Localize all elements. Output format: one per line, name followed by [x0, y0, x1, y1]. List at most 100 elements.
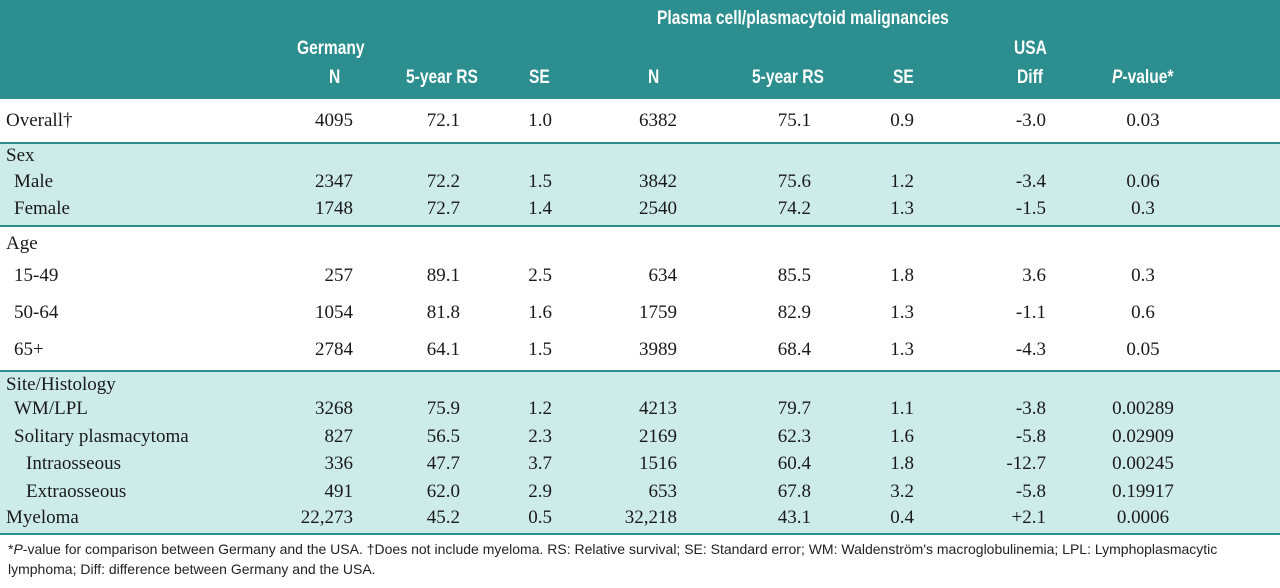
row-label: 15-49	[14, 265, 59, 286]
table-cell: 1748	[315, 198, 353, 219]
table-cell: 81.8	[426, 302, 460, 323]
table-cell: 74.2	[777, 198, 811, 219]
table-cell: 1.2	[890, 171, 914, 192]
table-cell: 64.1	[426, 339, 460, 360]
table-cell: 827	[324, 426, 354, 447]
rule-age-bottom	[0, 370, 1280, 372]
table-cell: 2.9	[528, 481, 552, 502]
table-cell: 1.3	[890, 302, 914, 323]
table-cell: 1.5	[528, 339, 552, 360]
germany-header: Germany	[297, 38, 365, 59]
table-cell: 0.9	[890, 110, 914, 131]
footnote-text: -value for comparison between Germany an…	[8, 541, 1218, 577]
row-label: 50-64	[14, 302, 59, 323]
footnote: *P-value for comparison between Germany …	[8, 539, 1272, 579]
table-cell: 22,273	[300, 507, 353, 528]
table-cell: 0.3	[1131, 198, 1155, 219]
table-cell: 2540	[639, 198, 677, 219]
row-label: Intraosseous	[26, 453, 121, 474]
table-cell: 6382	[639, 110, 677, 131]
table-cell: 0.0006	[1116, 507, 1170, 528]
table-cell: 62.0	[426, 481, 460, 502]
table-cell: 2.3	[528, 426, 552, 447]
table-cell: 32,218	[624, 507, 677, 528]
table-cell: 1.5	[528, 171, 552, 192]
rule-table-bottom	[0, 533, 1280, 535]
table-cell: 2347	[315, 171, 353, 192]
table-cell: 0.03	[1126, 110, 1160, 131]
rule-sex-bottom	[0, 225, 1280, 227]
table-cell: 3989	[639, 339, 677, 360]
table-cell: 60.4	[777, 453, 811, 474]
row-label: Age	[6, 233, 38, 254]
table-cell: 68.4	[777, 339, 811, 360]
table-cell: 85.5	[777, 265, 811, 286]
table-cell: 0.02909	[1112, 426, 1174, 447]
rule-overall-bottom	[0, 142, 1280, 144]
table-cell: -3.4	[1015, 171, 1046, 192]
table-cell: 634	[648, 265, 678, 286]
col-usa-n: N	[648, 67, 660, 88]
table-cell: 79.7	[777, 398, 811, 419]
table-cell: 1516	[639, 453, 677, 474]
table-cell: -4.3	[1015, 339, 1046, 360]
table-cell: 89.1	[426, 265, 460, 286]
col-germany-n: N	[329, 67, 341, 88]
table-cell: 1.3	[890, 198, 914, 219]
table-cell: 0.06	[1126, 171, 1160, 192]
table-cell: 72.2	[426, 171, 460, 192]
row-label: Sex	[6, 145, 35, 166]
row-label: Myeloma	[6, 507, 79, 528]
table-cell: 56.5	[426, 426, 460, 447]
table-cell: +2.1	[1011, 507, 1046, 528]
table-cell: 4095	[315, 110, 353, 131]
table-cell: 67.8	[777, 481, 811, 502]
table-cell: 75.9	[426, 398, 460, 419]
row-label: Extraosseous	[26, 481, 127, 502]
table-cell: -12.7	[1006, 453, 1046, 474]
col-pvalue-rest: -value*	[1122, 67, 1174, 88]
group-title: Plasma cell/plasmacytoid malignancies	[657, 8, 949, 29]
table-cell: 257	[324, 265, 354, 286]
table-cell: -3.0	[1015, 110, 1046, 131]
table-cell: 75.1	[777, 110, 811, 131]
table-cell: 82.9	[777, 302, 811, 323]
table-cell: 1.2	[528, 398, 552, 419]
band-sex	[0, 143, 1280, 225]
col-diff: Diff	[1017, 67, 1043, 88]
table-cell: 2.5	[528, 265, 552, 286]
band-site	[0, 371, 1280, 534]
table-cell: 43.1	[777, 507, 811, 528]
row-label: Site/Histology	[6, 374, 116, 395]
table-cell: 1.6	[890, 426, 914, 447]
table-cell: 0.4	[890, 507, 914, 528]
usa-header: USA	[1014, 38, 1047, 59]
table-cell: 1.0	[528, 110, 552, 131]
row-label: Male	[14, 171, 54, 192]
table-cell: 4213	[639, 398, 677, 419]
table-cell: 1759	[639, 302, 677, 323]
footnote-p: P	[13, 541, 23, 557]
table-cell: 1.8	[890, 265, 914, 286]
table-cell: 336	[324, 453, 354, 474]
table-cell: 1.4	[528, 198, 552, 219]
table-cell: -3.8	[1015, 398, 1046, 419]
col-usa-rs: 5-year RS	[752, 67, 824, 88]
table-cell: 3.7	[528, 453, 552, 474]
col-germany-rs: 5-year RS	[406, 67, 478, 88]
col-pvalue: P-value*	[1112, 67, 1174, 89]
table-cell: 2169	[639, 426, 677, 447]
table-cell: 0.3	[1131, 265, 1155, 286]
row-label: Overall†	[6, 110, 73, 131]
table-cell: 75.6	[777, 171, 811, 192]
table-cell: 1054	[315, 302, 353, 323]
table-cell: 0.05	[1126, 339, 1160, 360]
table-cell: 1.6	[528, 302, 552, 323]
col-pvalue-p: P	[1112, 67, 1123, 88]
table-cell: 1.8	[890, 453, 914, 474]
table-cell: 2784	[315, 339, 353, 360]
row-label: 65+	[14, 339, 44, 360]
table-cell: 3842	[639, 171, 677, 192]
table-cell: 0.6	[1131, 302, 1155, 323]
table-cell: 0.5	[528, 507, 552, 528]
